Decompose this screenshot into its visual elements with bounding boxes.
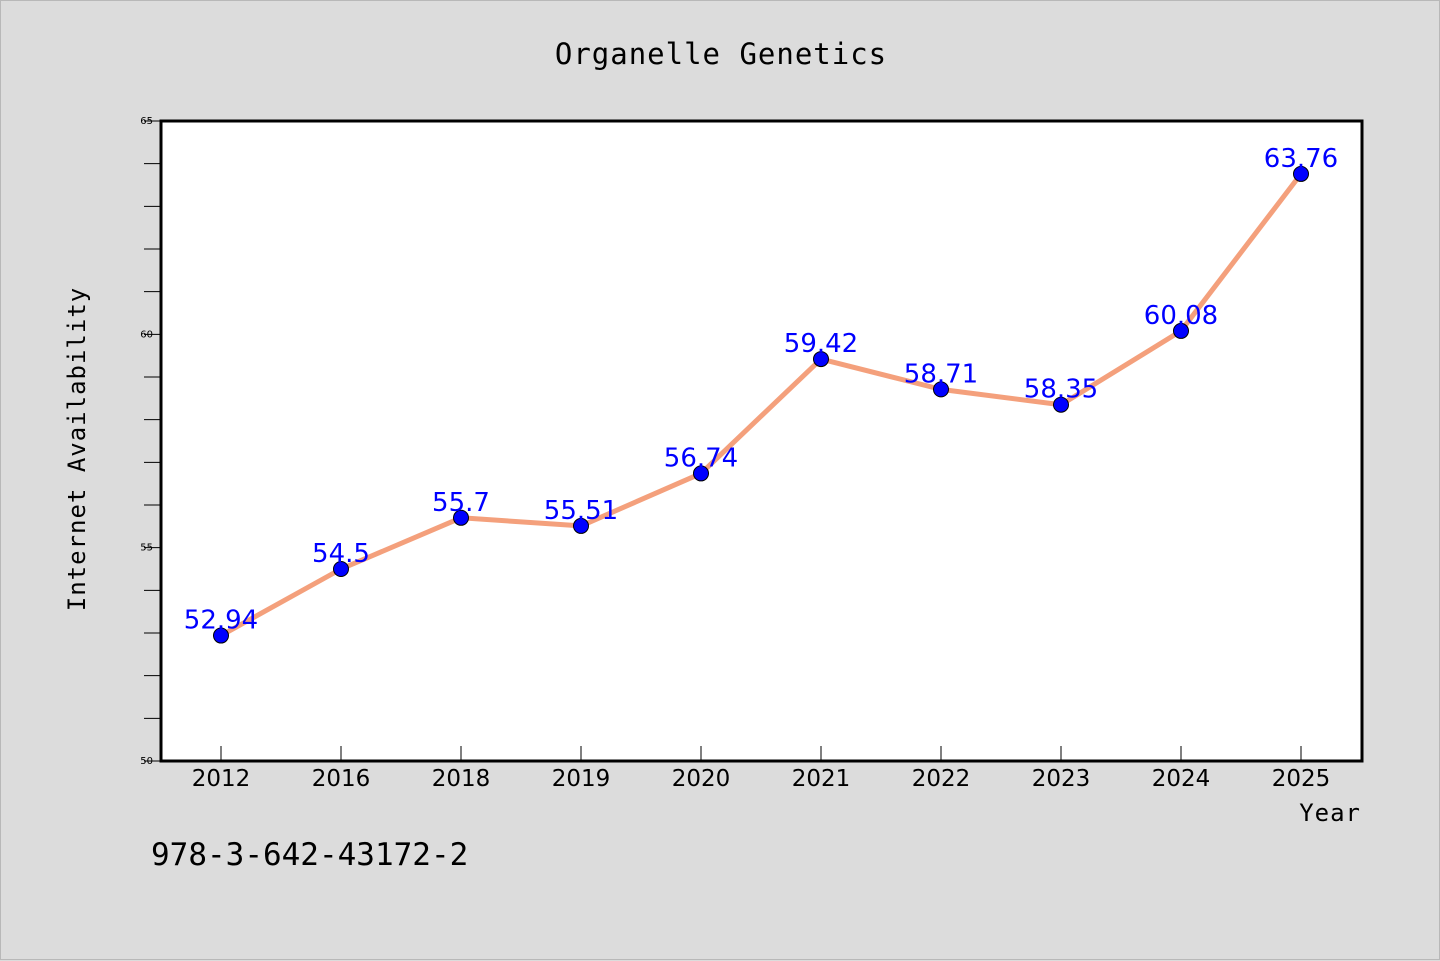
data-point — [1173, 322, 1189, 339]
x-tick-label: 2019 — [552, 766, 611, 792]
data-point — [813, 351, 829, 368]
x-tick-label: 2016 — [312, 766, 371, 792]
x-tick-label: 2023 — [1032, 766, 1091, 792]
data-label: 54.5 — [312, 539, 370, 569]
x-axis: 2012 2016 2018 2019 2020 2021 2022 2023 2024 2025 — [192, 746, 1331, 792]
y-tick-label: 50 — [140, 756, 153, 767]
series-layer: 52.94 54.5 55.7 55.51 56.74 59.42 58.71 58.35 60… — [184, 144, 1338, 644]
y-tick-label: 60 — [140, 329, 153, 340]
data-point — [1053, 396, 1069, 413]
y-tick-label: 55 — [140, 543, 153, 554]
x-axis-label: Year — [1299, 799, 1361, 827]
data-point — [453, 509, 469, 526]
x-tick-label: 2024 — [1152, 766, 1211, 792]
y-tick-label: 65 — [140, 116, 153, 127]
x-tick-label: 2021 — [792, 766, 851, 792]
data-point — [573, 517, 589, 534]
data-point — [213, 627, 229, 644]
chart-title: Organelle Genetics — [555, 37, 887, 71]
x-tick-label: 2022 — [912, 766, 971, 792]
data-label: 55.7 — [432, 488, 490, 518]
data-label: 58.35 — [1024, 375, 1098, 405]
x-tick-label: 2012 — [192, 766, 251, 792]
x-tick-label: 2018 — [432, 766, 491, 792]
data-point — [693, 465, 709, 482]
x-tick-label: 2025 — [1272, 766, 1331, 792]
y-axis-label: Internet Availability — [63, 287, 91, 611]
data-label: 58.71 — [904, 359, 978, 389]
data-point — [1293, 165, 1309, 182]
data-label: 63.76 — [1264, 144, 1338, 174]
x-tick-label: 2020 — [672, 766, 731, 792]
data-point — [333, 561, 349, 577]
y-axis: 50 55 60 65 — [140, 116, 161, 767]
data-point — [933, 381, 949, 398]
data-label: 56.74 — [664, 443, 738, 473]
data-label: 55.51 — [544, 496, 618, 526]
data-label: 59.42 — [784, 329, 858, 359]
data-label: 60.08 — [1144, 301, 1218, 331]
series-line — [218, 171, 1304, 639]
isbn-text: 978-3-642-43172-2 — [151, 837, 468, 873]
data-label: 52.94 — [184, 606, 258, 636]
plot-area — [159, 119, 1364, 763]
